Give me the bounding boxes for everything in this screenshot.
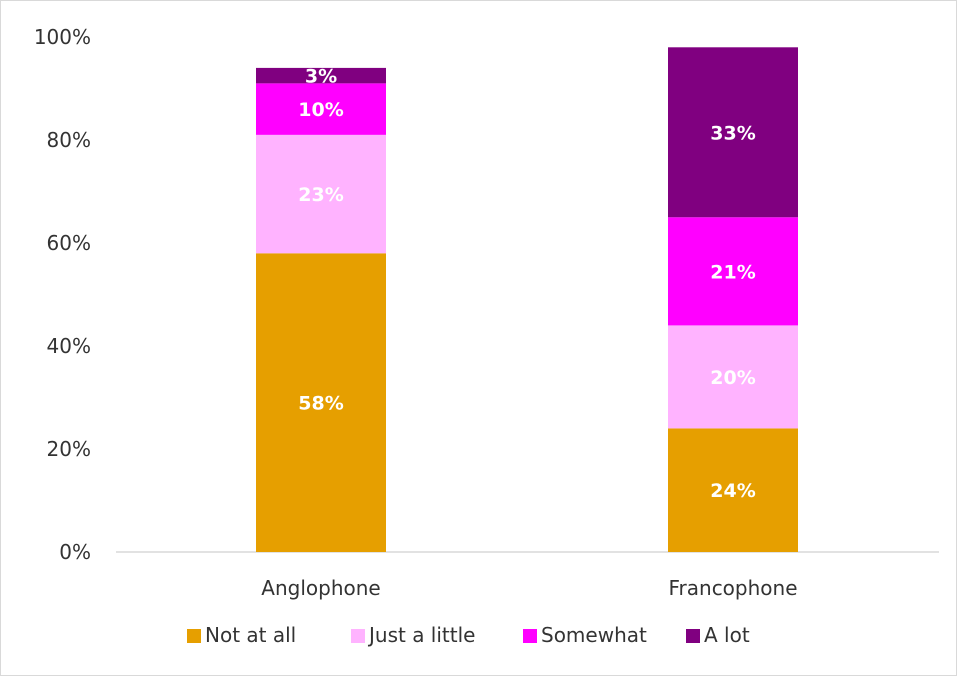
data-label-anglophone-not-at-all: 58%: [298, 393, 343, 415]
data-labels: 58% 23% 10% 3% 24% 20% 21% 33%: [298, 66, 755, 503]
y-tick-label-100: 100%: [34, 25, 91, 49]
y-tick-label-20: 20%: [47, 437, 91, 461]
legend-swatch-somewhat: [523, 629, 537, 643]
legend-label-a-lot: A lot: [704, 623, 750, 647]
legend-swatch-just-a-little: [351, 629, 365, 643]
bar-segment-anglophone-just-a-little: [256, 134, 386, 254]
bar-segment-francophone-just-a-little: [668, 325, 798, 429]
legend-label-just-a-little: Just a little: [367, 623, 475, 647]
data-label-francophone-somewhat: 21%: [710, 261, 755, 283]
legend-label-not-at-all: Not at all: [205, 623, 296, 647]
x-category-label-francophone: Francophone: [668, 576, 797, 600]
legend-label-somewhat: Somewhat: [541, 623, 647, 647]
y-tick-label-0: 0%: [59, 540, 91, 564]
bar-segment-francophone-somewhat: [668, 217, 798, 326]
x-axis-category-labels: Anglophone Francophone: [261, 576, 797, 600]
bar-segment-anglophone-somewhat: [256, 83, 386, 135]
data-label-francophone-a-lot: 33%: [710, 122, 755, 144]
bar-segment-francophone-a-lot: [668, 47, 798, 218]
bar-segment-anglophone-not-at-all: [256, 253, 386, 553]
data-label-anglophone-somewhat: 10%: [298, 99, 343, 121]
data-label-anglophone-just-a-little: 23%: [298, 184, 343, 206]
y-tick-label-60: 60%: [47, 231, 91, 255]
data-label-francophone-not-at-all: 24%: [710, 480, 755, 502]
legend: Not at all Just a little Somewhat A lot: [187, 623, 750, 647]
legend-swatch-a-lot: [686, 629, 700, 643]
data-label-francophone-just-a-little: 20%: [710, 367, 755, 389]
y-axis-tick-labels: 0% 20% 40% 60% 80% 100%: [34, 25, 91, 564]
y-tick-label-40: 40%: [47, 334, 91, 358]
legend-swatch-not-at-all: [187, 629, 201, 643]
data-label-anglophone-a-lot: 3%: [305, 66, 337, 88]
y-tick-label-80: 80%: [47, 128, 91, 152]
bar-segment-francophone-not-at-all: [668, 428, 798, 552]
bar-stacks: [256, 47, 798, 553]
bar-segment-anglophone-a-lot: [256, 67, 386, 84]
x-category-label-anglophone: Anglophone: [261, 576, 380, 600]
